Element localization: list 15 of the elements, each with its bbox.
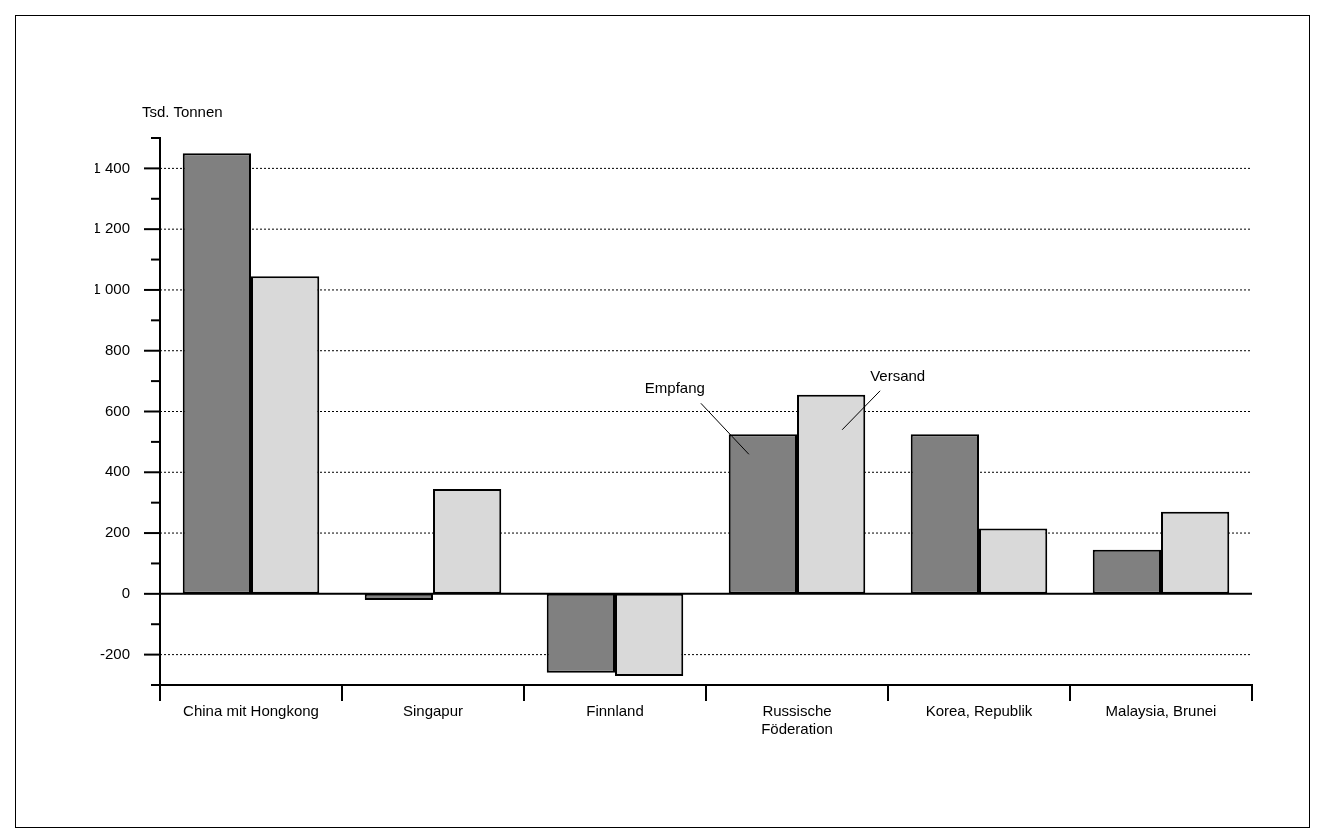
x-tick-label: China mit Hongkong: [183, 702, 319, 720]
y-tick-label: 200: [104, 523, 130, 541]
y-tick-label: 400: [104, 462, 130, 480]
text: Empfang: [644, 379, 705, 397]
y-tick-label: 0: [121, 583, 130, 601]
x-tick-label: Singapur: [402, 702, 464, 720]
x-tick-label: Finnland: [586, 702, 644, 720]
y-axis-title: Tsd. Tonnen: [142, 102, 223, 120]
y-tick-label: 800: [104, 340, 130, 358]
x-tick-label: Malaysia, Brunei: [1105, 702, 1217, 720]
series-label: Versand: [870, 366, 926, 384]
y-tick-label: 600: [104, 401, 130, 419]
y-tick-label: -200: [99, 644, 130, 662]
x-tick-label: Korea, Republik: [925, 702, 1033, 720]
x-tick-label: Russische Föderation: [761, 702, 833, 738]
